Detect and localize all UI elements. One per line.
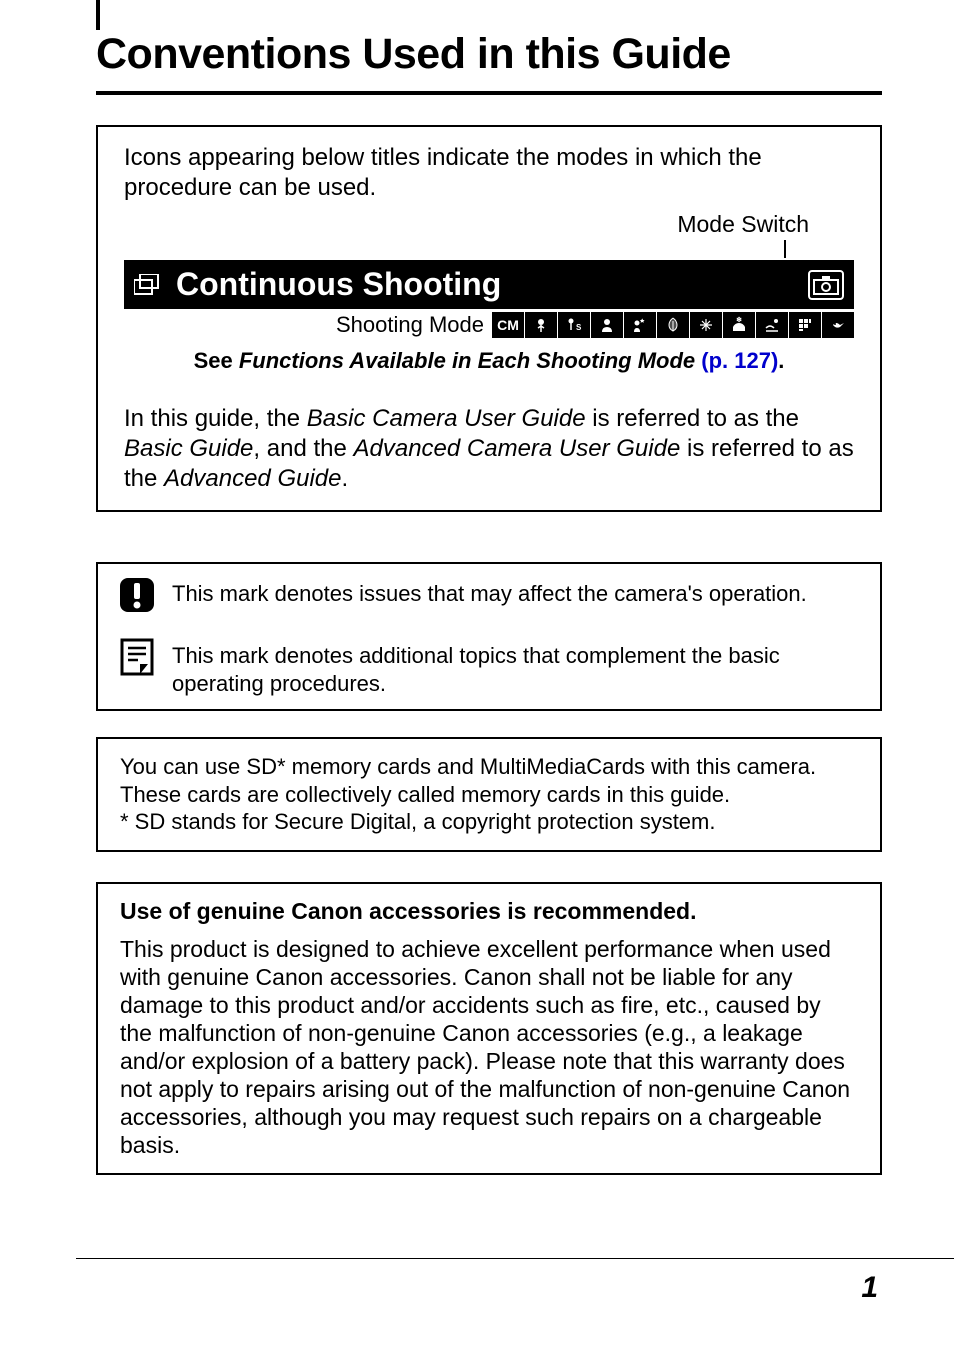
mode-icon-night (624, 312, 656, 338)
page-border-decoration (96, 0, 100, 30)
info-note-text: This mark denotes additional topics that… (172, 638, 860, 697)
gp4: Basic Guide (124, 435, 253, 462)
camera-icon (808, 270, 844, 300)
mode-icon-underwater (822, 312, 854, 338)
mode-icon-foliage (657, 312, 689, 338)
page-footer-line (76, 1258, 954, 1259)
gp9: . (342, 465, 349, 492)
shooting-mode-label: Shooting Mode (336, 312, 484, 338)
mode-icon-pattern (789, 312, 821, 338)
title-section: Conventions Used in this Guide (96, 30, 882, 95)
see-suffix: . (778, 348, 784, 373)
warning-icon (118, 576, 156, 614)
warning-note-text: This mark denotes issues that may affect… (172, 576, 807, 608)
sd-text-2: * SD stands for Secure Digital, a copyri… (120, 808, 858, 836)
shooting-mode-row: Shooting Mode CM S (124, 312, 854, 338)
mode-icon-macro (525, 312, 557, 338)
mode-icon-cm: CM (492, 312, 524, 338)
memo-icon (118, 638, 156, 676)
example-title-bar: Continuous Shooting (124, 260, 854, 309)
see-page-link[interactable]: (p. 127) (695, 348, 778, 373)
see-italic: Functions Available in Each Shooting Mod… (239, 348, 695, 373)
gp5: , and the (253, 435, 353, 462)
gp3: is referred to as the (586, 405, 799, 432)
shooting-mode-icons: CM S ❄ (492, 312, 854, 338)
page-number: 1 (861, 1271, 878, 1305)
mode-icon-snow: ❄ (723, 312, 755, 338)
warning-note-row: This mark denotes issues that may affect… (98, 564, 880, 626)
page-content: Conventions Used in this Guide Icons app… (0, 0, 954, 1175)
intro-text: Icons appearing below titles indicate th… (124, 143, 854, 203)
see-prefix: See (194, 348, 239, 373)
info-note-row: This mark denotes additional topics that… (98, 626, 880, 709)
svg-text:S: S (576, 323, 582, 332)
mode-icon-fireworks (690, 312, 722, 338)
icon-notes-box: This mark denotes issues that may affect… (96, 562, 882, 711)
gp1: In this guide, the (124, 405, 307, 432)
accessories-box: Use of genuine Canon accessories is reco… (96, 882, 882, 1175)
accessories-header: Use of genuine Canon accessories is reco… (120, 898, 858, 925)
burst-icon (134, 274, 164, 296)
mode-icon-portrait (591, 312, 623, 338)
mode-switch-tick (784, 240, 786, 258)
gp2: Basic Camera User Guide (307, 405, 586, 432)
guide-naming-paragraph: In this guide, the Basic Camera User Gui… (124, 404, 854, 494)
mode-switch-indicator-line (124, 240, 854, 258)
page-title: Conventions Used in this Guide (96, 30, 882, 79)
sd-text-1: You can use SD* memory cards and MultiMe… (120, 753, 858, 808)
gp8: Advanced Guide (164, 465, 341, 492)
mode-icon-supermacro: S (558, 312, 590, 338)
accessories-body: This product is designed to achieve exce… (120, 935, 858, 1159)
svg-text:❄: ❄ (736, 316, 742, 324)
intro-box: Icons appearing below titles indicate th… (96, 125, 882, 512)
mode-switch-label: Mode Switch (124, 211, 854, 238)
see-functions-text: See Functions Available in Each Shooting… (124, 348, 854, 374)
sd-memory-box: You can use SD* memory cards and MultiMe… (96, 737, 882, 852)
mode-icon-beach (756, 312, 788, 338)
gp6: Advanced Camera User Guide (353, 435, 680, 462)
continuous-shooting-title: Continuous Shooting (176, 266, 796, 303)
